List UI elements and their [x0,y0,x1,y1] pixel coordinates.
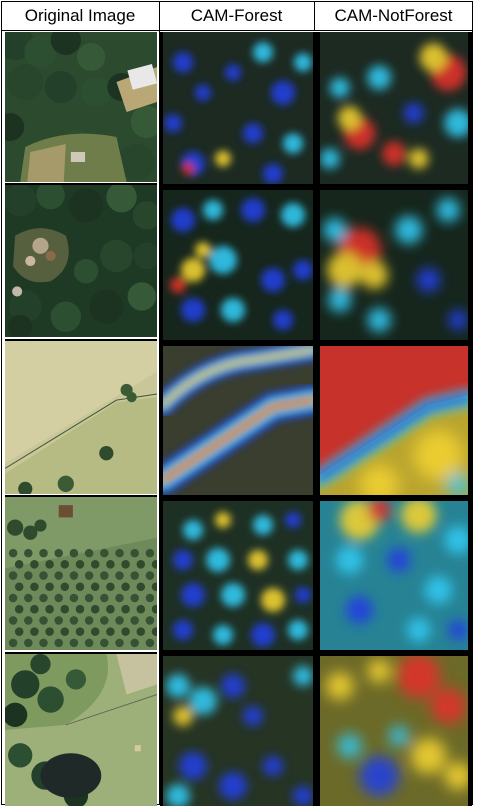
cam-grid-bar [160,184,472,190]
cam-grid-bar [160,650,472,656]
cam-forest-heatmap-4 [163,500,313,650]
column-divider [314,1,315,31]
cam-notforest-heatmap-4 [320,500,468,650]
original-image-4 [5,497,157,650]
original-image-3 [5,341,157,494]
cam-grid-bar [160,495,472,501]
header-original-image: Original Image [24,6,136,25]
cam-forest-heatmap-1 [163,32,313,184]
original-image-5 [5,654,157,806]
cam-forest-heatmap-2 [163,190,313,340]
cam-notforest-heatmap-1 [320,32,468,184]
row-separator [5,495,157,497]
header-cam-notforest: CAM-NotForest [334,6,453,25]
cam-grid-bar [468,32,472,806]
header-row: Original Image CAM-Forest CAM-NotForest [1,1,473,31]
cam-notforest-heatmap-3 [320,345,468,495]
column-divider [159,1,160,805]
cam-grid-bar [313,32,320,806]
original-image-1 [5,32,157,182]
cam-forest-heatmap-5 [163,656,313,806]
row-separator [5,652,157,654]
row-separator [5,183,157,185]
cam-notforest-heatmap-5 [320,656,468,806]
row-separator [5,339,157,341]
cam-grid-bar [160,32,163,806]
cam-notforest-heatmap-2 [320,190,468,340]
header-cam-forest: CAM-Forest [190,6,283,25]
original-image-2 [5,185,157,337]
cam-forest-heatmap-3 [163,345,313,495]
cam-grid-bar [160,340,472,346]
